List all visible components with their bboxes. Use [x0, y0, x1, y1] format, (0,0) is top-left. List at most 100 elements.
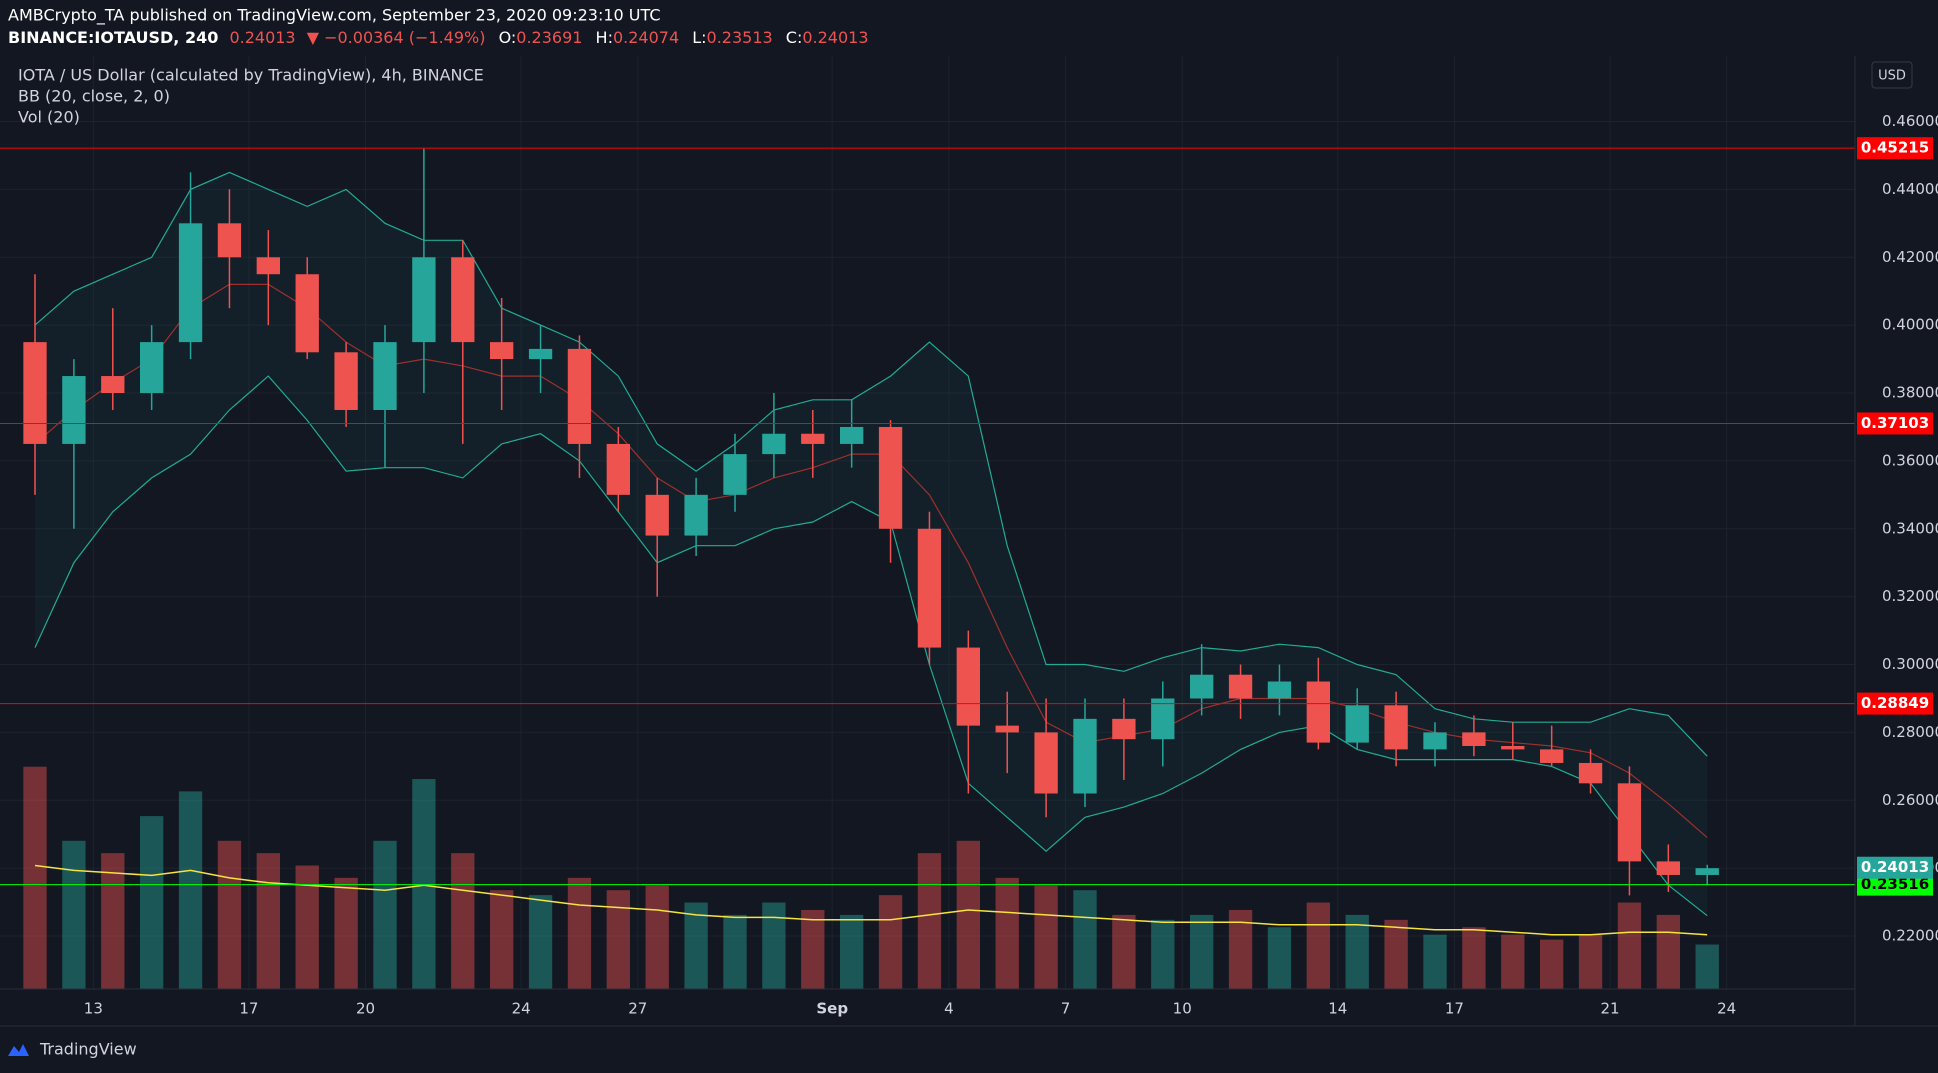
ohlc-l-label: L: — [692, 28, 706, 47]
candle-body — [217, 223, 242, 258]
y-tick-label: 0.36000 — [1882, 451, 1938, 469]
x-tick-label: 10 — [1173, 1000, 1192, 1018]
y-tick-label: 0.44000 — [1882, 180, 1938, 198]
price-tag — [1857, 412, 1933, 435]
volume-bar — [1501, 934, 1525, 989]
candle-body — [334, 352, 358, 410]
x-tick-label: 17 — [239, 1000, 258, 1018]
price-tag-label: 0.45215 — [1861, 139, 1929, 157]
candle-body — [23, 342, 47, 444]
y-tick-label: 0.38000 — [1882, 384, 1938, 402]
last-price-tag — [1857, 856, 1933, 879]
candle-body — [684, 494, 708, 536]
volume-bar — [1112, 914, 1136, 989]
price-tag-label: 0.23516 — [1861, 875, 1929, 893]
currency[interactable]: USD — [1878, 69, 1906, 84]
candle-body — [1034, 732, 1058, 794]
volume-bar — [62, 840, 86, 989]
volume-bar — [373, 840, 397, 989]
volume-bar — [917, 853, 942, 989]
candle-body — [373, 342, 397, 410]
candle-body — [178, 223, 203, 343]
x-tick-label: Sep — [816, 1000, 848, 1018]
change: ▼ −0.00364 (−1.49%) — [307, 28, 486, 47]
candle-body — [1578, 762, 1603, 784]
x-tick-label: 20 — [356, 1000, 375, 1018]
candle-body — [140, 342, 164, 394]
symbol: BINANCE:IOTAUSD, 240 — [8, 28, 218, 47]
candle-body — [412, 257, 436, 343]
volume-bar — [723, 914, 747, 989]
candle-body — [1695, 868, 1719, 875]
candle-body — [956, 647, 980, 726]
volume-bar — [1228, 909, 1253, 989]
candle-body — [295, 274, 319, 353]
volume-bar — [1345, 914, 1369, 989]
grid — [0, 56, 1855, 989]
currency-button[interactable] — [1871, 61, 1913, 89]
candle-body — [1423, 732, 1447, 750]
volume-bar — [840, 914, 864, 989]
y-tick-label: 0.32000 — [1882, 587, 1938, 605]
ohlc-h-label: H: — [596, 28, 613, 47]
volume-bar — [1384, 919, 1408, 989]
candle-body — [1501, 745, 1525, 750]
volume-bar — [1267, 927, 1292, 989]
quote-line: BINANCE:IOTAUSD, 240 0.24013 ▼ −0.00364 … — [8, 28, 869, 47]
candle-body — [1384, 705, 1408, 750]
candle-body — [1073, 718, 1097, 794]
x-tick-label: 13 — [84, 1000, 103, 1018]
candle-body — [567, 348, 592, 444]
bb-band — [35, 172, 1708, 916]
volume-bar — [684, 902, 708, 989]
y-tick-label: 0.40000 — [1882, 316, 1938, 334]
candle-body — [723, 454, 747, 495]
volume-bar — [567, 877, 592, 989]
plot — [0, 147, 1855, 989]
price-tag — [1857, 873, 1933, 896]
y-tick-label: 0.22000 — [1882, 927, 1938, 945]
volume-bar — [1190, 914, 1214, 989]
volume-bar — [490, 890, 514, 989]
price-tag — [1857, 692, 1933, 715]
volume-bar — [23, 766, 47, 989]
legend-vol[interactable]: Vol (20) — [18, 108, 80, 127]
volume-bar — [256, 853, 280, 989]
candle-body — [1112, 718, 1136, 740]
legend-bb[interactable]: BB (20, close, 2, 0) — [18, 87, 170, 106]
candle-body — [62, 376, 86, 444]
y-tick-label: 0.30000 — [1882, 655, 1938, 673]
candle-body — [101, 376, 125, 394]
volume-bar — [295, 865, 319, 989]
legend-symbol[interactable]: IOTA / US Dollar (calculated by TradingV… — [18, 66, 484, 85]
published: AMBCrypto_TA published on TradingView.co… — [8, 6, 661, 26]
x-tick-label: 17 — [1445, 1000, 1464, 1018]
candle-body — [995, 725, 1019, 733]
candle-body — [451, 257, 475, 343]
volume-bar — [762, 902, 786, 989]
ohlc-c-label: C: — [786, 28, 803, 47]
y-tick-label: 0.42000 — [1882, 248, 1938, 266]
price-tag-label: 0.37103 — [1861, 414, 1929, 432]
candle-body — [1345, 705, 1369, 743]
y-tick-label: 0.46000 — [1882, 112, 1938, 130]
volume-bar — [140, 816, 164, 989]
footer-logo: TradingView — [8, 1040, 137, 1059]
candle-body — [1190, 674, 1214, 699]
y-tick-label: 0.28000 — [1882, 723, 1938, 741]
volume-bar — [1540, 939, 1564, 989]
logo-icon — [8, 1044, 29, 1056]
bb-upper — [34, 171, 1708, 757]
brand: TradingView — [39, 1040, 137, 1059]
volume-bar — [801, 909, 825, 989]
volume-bar — [606, 890, 630, 989]
header: AMBCrypto_TA published on TradingView.co… — [8, 6, 869, 127]
x-tick-label: 24 — [1717, 1000, 1736, 1018]
candle-body — [606, 443, 630, 495]
volume-bar — [412, 779, 436, 989]
candle-body — [490, 342, 514, 360]
volume-bar — [217, 840, 242, 989]
ohlc-c: 0.24013 — [802, 28, 868, 47]
